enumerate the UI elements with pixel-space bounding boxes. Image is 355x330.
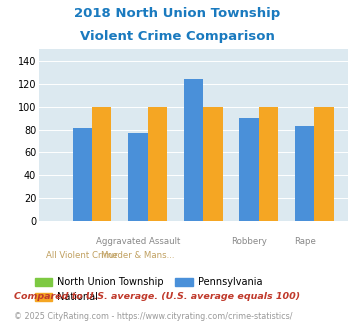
- Text: Robbery: Robbery: [231, 237, 267, 246]
- Bar: [203, 107, 223, 221]
- Bar: [92, 107, 111, 221]
- Bar: [259, 107, 278, 221]
- Bar: [315, 107, 334, 221]
- Legend: North Union Township, National, Pennsylvania: North Union Township, National, Pennsylv…: [35, 278, 262, 302]
- Text: Rape: Rape: [294, 237, 316, 246]
- Text: All Violent Crime: All Violent Crime: [47, 251, 118, 260]
- Bar: [72, 128, 92, 221]
- Bar: [184, 79, 203, 221]
- Text: © 2025 CityRating.com - https://www.cityrating.com/crime-statistics/: © 2025 CityRating.com - https://www.city…: [14, 312, 293, 321]
- Text: Violent Crime Comparison: Violent Crime Comparison: [80, 30, 275, 43]
- Bar: [148, 107, 167, 221]
- Bar: [239, 118, 259, 221]
- Text: Murder & Mans...: Murder & Mans...: [101, 251, 175, 260]
- Bar: [295, 126, 315, 221]
- Text: Compared to U.S. average. (U.S. average equals 100): Compared to U.S. average. (U.S. average …: [14, 292, 300, 301]
- Bar: [128, 133, 148, 221]
- Text: 2018 North Union Township: 2018 North Union Township: [75, 7, 280, 19]
- Text: Aggravated Assault: Aggravated Assault: [96, 237, 180, 246]
